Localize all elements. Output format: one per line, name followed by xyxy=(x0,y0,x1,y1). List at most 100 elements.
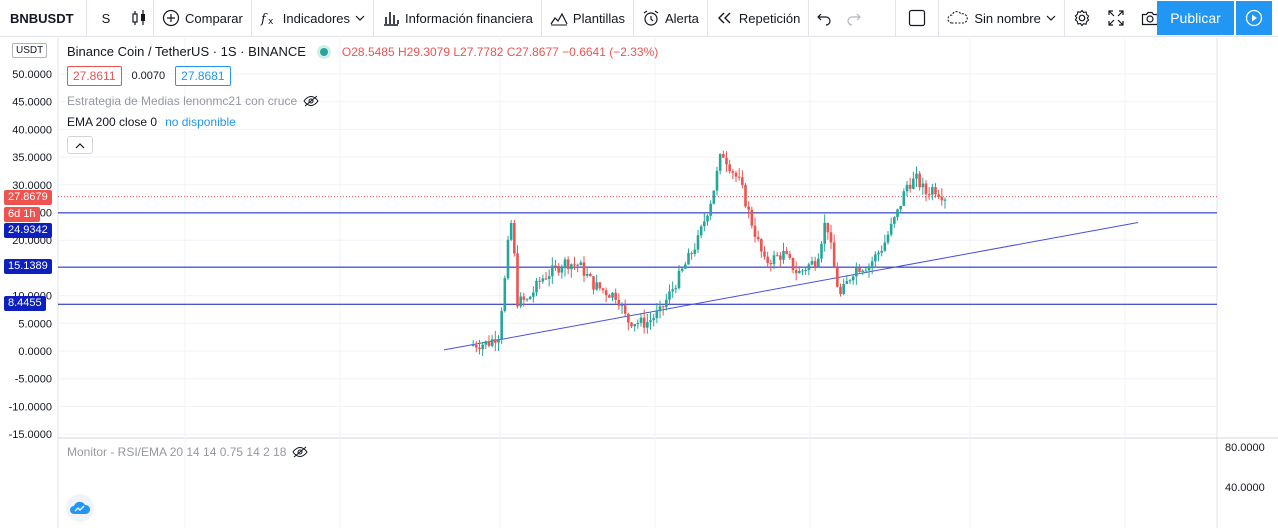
close-value: C27.8677 xyxy=(506,44,559,59)
candle-up xyxy=(652,318,655,321)
candle-down xyxy=(614,292,617,300)
candle-down xyxy=(813,261,817,267)
undo-button[interactable] xyxy=(809,0,839,37)
toolbar-divider xyxy=(373,0,375,37)
chart-type-button[interactable] xyxy=(125,0,153,37)
tradingview-cloud-icon xyxy=(70,501,91,515)
redo-button[interactable] xyxy=(839,0,869,37)
series-legend: Binance Coin / TetherUS · 1S · BINANCE O… xyxy=(67,44,658,59)
candle-down xyxy=(566,259,570,269)
study-legend-strategy[interactable]: Estrategia de Medias lenonmc21 con cruce xyxy=(67,94,319,108)
gear-icon xyxy=(1073,9,1091,27)
collapse-legend-button[interactable] xyxy=(67,136,93,154)
play-button[interactable] xyxy=(1236,1,1272,35)
horizontal-line-label[interactable]: 24.9342 xyxy=(4,223,52,238)
candle-up xyxy=(896,209,899,218)
templates-button[interactable]: Plantillas xyxy=(542,0,633,37)
candle-up xyxy=(706,215,709,222)
toolbar-divider xyxy=(1063,0,1065,37)
candle-down xyxy=(829,232,833,243)
candle-up xyxy=(655,311,659,319)
candle-down xyxy=(794,270,798,274)
symbol-search-button[interactable]: BNBUSDT xyxy=(0,0,86,37)
buy-price-button[interactable]: 27.8681 xyxy=(175,66,231,86)
publish-label: Publicar xyxy=(1170,10,1221,26)
snapshot-button[interactable] xyxy=(1133,0,1167,37)
svg-text:f: f xyxy=(260,12,268,27)
currency-badge[interactable]: USDT xyxy=(12,43,48,58)
candle-up xyxy=(674,288,678,290)
high-value: H29.3079 xyxy=(397,44,451,59)
indicators-label: Indicadores xyxy=(282,10,351,26)
candle-down xyxy=(725,157,728,165)
toolbar-divider xyxy=(706,0,708,37)
settings-button[interactable] xyxy=(1065,0,1099,37)
publish-button[interactable]: Publicar xyxy=(1157,1,1234,35)
horizontal-line-label[interactable]: 15.1389 xyxy=(4,259,52,274)
candle-up xyxy=(899,205,902,210)
eye-hidden-icon[interactable] xyxy=(292,446,309,458)
candle-down xyxy=(557,265,560,273)
candle-up xyxy=(867,266,871,271)
interval-button[interactable]: S xyxy=(87,0,125,37)
candle-up xyxy=(709,203,712,216)
bar-countdown-label: 6d 1h xyxy=(4,207,40,222)
candle-up xyxy=(671,289,674,292)
compare-button[interactable]: Comparar xyxy=(154,0,251,37)
tradingview-logo[interactable] xyxy=(66,494,94,522)
candle-up xyxy=(570,264,573,269)
candle-down xyxy=(554,265,557,267)
candle-up xyxy=(696,235,700,250)
candle-down xyxy=(690,253,693,255)
chart-area[interactable]: 50.000045.000040.000035.000030.000025.00… xyxy=(0,38,1278,528)
candle-up xyxy=(855,267,858,277)
chevron-down-icon xyxy=(355,9,365,27)
replay-button[interactable]: Repetición xyxy=(708,0,808,37)
candles-icon xyxy=(130,9,148,27)
save-layout-button[interactable]: Sin nombre xyxy=(939,0,1063,37)
candle-up xyxy=(893,217,896,224)
candle-down xyxy=(630,322,633,327)
candle-down xyxy=(601,288,605,291)
y-axis-tick-label: 5.0000 xyxy=(18,318,52,330)
sell-price-button[interactable]: 27.8611 xyxy=(67,66,122,86)
candle-up xyxy=(864,270,868,272)
eye-hidden-icon[interactable] xyxy=(303,95,319,107)
play-circle-icon xyxy=(1245,9,1263,27)
candle-up xyxy=(889,223,893,235)
candle-down xyxy=(589,273,592,277)
candle-down xyxy=(769,262,773,265)
candle-down xyxy=(766,256,769,263)
ema-value: no disponible xyxy=(165,115,236,129)
candle-up xyxy=(535,280,538,293)
y-axis-tick-label: -10.0000 xyxy=(9,401,52,413)
candle-up xyxy=(595,282,598,290)
rsi-study-legend[interactable]: Monitor - RSI/EMA 20 14 14 0.75 14 2 18 xyxy=(67,445,309,459)
financials-button[interactable]: Información financiera xyxy=(374,0,541,37)
candle-up xyxy=(509,223,513,240)
candle-up xyxy=(611,292,614,298)
candle-up xyxy=(547,276,551,279)
study-legend-ema[interactable]: EMA 200 close 0 no disponible xyxy=(67,115,236,129)
toolbar-divider xyxy=(540,0,542,37)
candle-up xyxy=(519,296,522,307)
fullscreen-button[interactable] xyxy=(1099,0,1133,37)
candle-down xyxy=(744,184,747,207)
candle-up xyxy=(471,345,475,347)
candle-up xyxy=(639,317,643,323)
candle-down xyxy=(487,341,491,346)
undo-icon xyxy=(815,9,833,27)
layout-select-button[interactable] xyxy=(896,0,938,37)
rewind-icon xyxy=(716,9,734,27)
toolbar-divider xyxy=(250,0,252,37)
candle-down xyxy=(516,253,519,307)
candle-up xyxy=(915,173,918,179)
candle-up xyxy=(703,221,706,227)
horizontal-line-label[interactable]: 8.4455 xyxy=(4,296,46,311)
toolbar-divider xyxy=(153,0,154,37)
alert-button[interactable]: Alerta xyxy=(634,0,707,37)
series-title[interactable]: Binance Coin / TetherUS · 1S · BINANCE xyxy=(67,44,306,59)
candle-up xyxy=(684,264,687,269)
candle-up xyxy=(677,270,681,289)
